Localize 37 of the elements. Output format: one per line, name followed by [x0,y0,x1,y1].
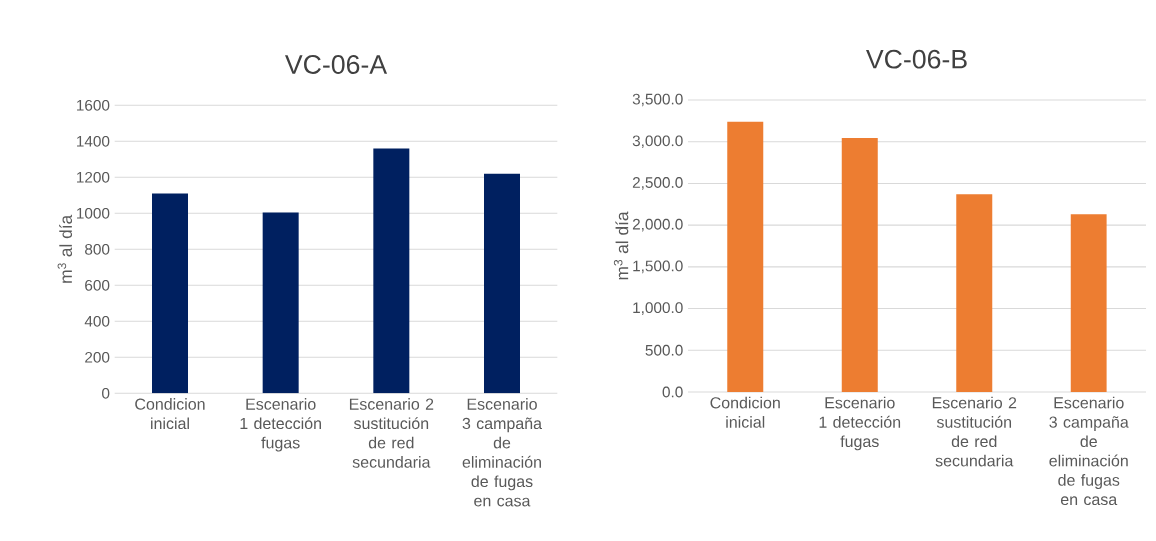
y-tick-label: 200 [85,351,110,363]
bar [956,194,993,392]
y-tick-label: 0 [102,387,110,399]
y-tick-label: 1600 [77,99,110,111]
y-tick-label: 1,000.0 [633,302,683,315]
x-tick-label: Escenario 3 campaña de eliminación de fugas en casa [1049,396,1129,505]
x-tick-label: Escenario 2 sustitución de red secundaria [349,397,434,468]
chart-title: VC-06-A [285,54,388,74]
y-tick-label: 1000 [77,207,110,219]
x-tick-label: Condicion inicial [710,396,780,428]
chart-title: VC-06-B [866,49,967,69]
x-tick-label: Escenario 2 sustitución de red secundaria [932,396,1017,467]
y-tick-label: 1200 [77,171,110,183]
bar [1070,214,1107,392]
x-tick-label: Condicion inicial [135,397,205,429]
y-tick-label: 400 [84,315,110,327]
y-tick-label: 0.0 [662,386,683,398]
y-tick-label: 3,500.0 [632,93,683,107]
y-tick-label: 2,500.0 [632,176,683,190]
y-axis-title: m$^{3}$ al día [57,214,73,283]
y-tick-label: 800 [85,243,110,255]
x-tick-label: Escenario 1 detección fugas [240,397,321,452]
y-tick-label: 3,000.0 [632,135,683,148]
y-tick-label: 600 [85,279,110,291]
x-tick-label: Escenario 1 detección fugas [819,396,901,451]
bar [484,173,520,394]
y-tick-label: 1,500.0 [633,260,683,274]
x-tick-label: Escenario 3 campaña de eliminación de fugas en casa [462,397,542,507]
bar [152,193,188,394]
y-tick-label: 2,000.0 [632,218,683,232]
bar [727,121,764,392]
bar [262,212,299,394]
bar [841,137,878,392]
y-axis-title: m$^{3}$ al día [613,211,629,280]
y-tick-label: 500.0 [645,344,683,356]
y-tick-label: 1400 [77,135,110,147]
bar [373,148,410,394]
